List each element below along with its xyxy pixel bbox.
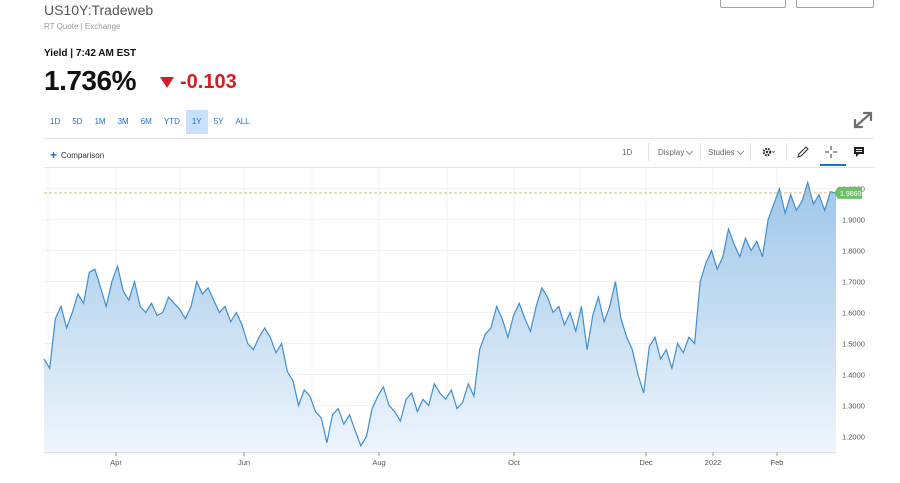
crosshair-active-indicator	[820, 164, 846, 166]
chart-series-line	[43, 180, 837, 448]
x-tick-label: Dec	[639, 458, 653, 467]
comparison-label: Comparison	[61, 150, 105, 160]
range-5d[interactable]: 5D	[72, 117, 83, 126]
x-tick-label: Feb	[771, 458, 784, 467]
yield-label: Yield | 7:42 AM EST	[44, 48, 137, 59]
display-dropdown[interactable]: Display	[658, 147, 694, 157]
comment-icon	[854, 147, 864, 157]
x-axis-labels: Apr Jun Aug Oct Dec 2022 Feb	[110, 452, 783, 467]
crosshair-button[interactable]	[822, 143, 840, 161]
y-axis-labels: 1.2000 1.3000 1.4000 1.5000 1.6000 1.7000 1.80…	[842, 185, 865, 442]
x-tick-label: 2022	[705, 458, 722, 467]
interval-label: 1D	[622, 148, 633, 157]
studies-dropdown[interactable]: Studies	[708, 147, 744, 157]
settings-dropdown[interactable]	[760, 143, 778, 161]
x-tick-label: Apr	[110, 458, 122, 467]
y-tick-label: 1.3000	[842, 402, 865, 411]
range-6m[interactable]: 6M	[140, 117, 152, 126]
range-1y[interactable]: 1Y	[185, 110, 208, 134]
last-price-label: 1.9860	[840, 191, 862, 198]
price-change: -0.103	[160, 71, 237, 94]
last-price-badge: 1.9860	[834, 186, 862, 199]
interval-dropdown[interactable]: 1D	[622, 148, 632, 157]
y-tick-label: 1.4000	[842, 371, 865, 380]
y-tick-label: 1.6000	[842, 309, 865, 318]
range-ytd[interactable]: YTD	[163, 117, 180, 126]
x-tick-label: Jun	[238, 458, 250, 467]
top-action-button-1[interactable]	[720, 0, 786, 8]
comparison-button[interactable]: + Comparison	[50, 148, 104, 162]
top-action-button-2[interactable]	[796, 0, 874, 8]
y-tick-label: 1.8000	[842, 247, 865, 256]
chart-toolbar	[44, 138, 874, 168]
chart-area-fill	[44, 182, 836, 452]
toolbar-divider	[786, 143, 787, 161]
pencil-icon	[797, 146, 809, 158]
range-1d[interactable]: 1D	[50, 117, 61, 126]
draw-tool-button[interactable]	[794, 143, 812, 161]
crosshair-icon	[825, 146, 837, 158]
toolbar-divider	[700, 143, 701, 161]
y-tick-label: 1.7000	[842, 278, 865, 287]
price-value: 1.736%	[44, 65, 136, 96]
x-tick-label: Aug	[372, 458, 385, 467]
quote-source: RT Quote | Exchange	[44, 22, 121, 31]
y-tick-label: 1.5000	[842, 340, 865, 349]
y-tick-label: 1.9000	[842, 216, 865, 225]
gear-icon	[762, 147, 776, 157]
plus-icon: +	[50, 148, 58, 162]
range-all[interactable]: ALL	[235, 117, 250, 126]
expand-icon[interactable]	[852, 110, 874, 130]
x-tick-label: Oct	[508, 458, 521, 467]
badge-background	[834, 186, 862, 199]
events-button[interactable]	[850, 143, 868, 161]
range-1m[interactable]: 1M	[94, 117, 106, 126]
change-value: -0.103	[180, 71, 237, 93]
studies-label: Studies	[708, 148, 735, 157]
symbol-title: US10Y:Tradeweb	[44, 2, 154, 18]
down-triangle-icon	[160, 77, 174, 88]
toolbar-divider	[750, 143, 751, 161]
display-label: Display	[658, 148, 685, 157]
range-selector: 1D 5D 1M 3M 6M YTD 1Y 5Y ALL	[44, 110, 256, 134]
range-5y[interactable]: 5Y	[213, 117, 224, 126]
y-tick-label: 1.2000	[842, 433, 865, 442]
toolbar-divider	[648, 143, 649, 161]
range-3m[interactable]: 3M	[117, 117, 129, 126]
